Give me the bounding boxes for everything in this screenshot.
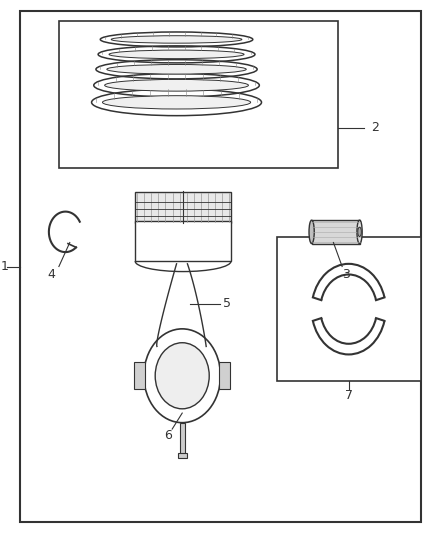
- Ellipse shape: [94, 59, 259, 80]
- Bar: [59, 21, 338, 168]
- Bar: [311, 220, 360, 244]
- Polygon shape: [157, 264, 206, 346]
- Ellipse shape: [105, 79, 248, 91]
- Bar: [277, 237, 420, 381]
- Bar: [135, 192, 231, 223]
- Ellipse shape: [109, 50, 244, 59]
- Bar: [219, 362, 230, 389]
- Bar: [180, 423, 185, 455]
- Bar: [178, 453, 187, 458]
- Ellipse shape: [92, 72, 261, 98]
- Text: 7: 7: [345, 389, 353, 402]
- Ellipse shape: [357, 220, 362, 244]
- Ellipse shape: [107, 64, 246, 74]
- Bar: [135, 221, 231, 261]
- Circle shape: [144, 329, 221, 423]
- Ellipse shape: [358, 227, 361, 237]
- Text: 2: 2: [371, 122, 379, 134]
- Ellipse shape: [309, 220, 314, 244]
- Ellipse shape: [89, 87, 264, 117]
- Ellipse shape: [102, 95, 251, 109]
- Circle shape: [155, 343, 209, 409]
- Text: 1: 1: [0, 260, 8, 273]
- Text: 4: 4: [47, 268, 55, 281]
- Text: 5: 5: [223, 297, 231, 310]
- Bar: [134, 362, 145, 389]
- Ellipse shape: [96, 45, 257, 64]
- Ellipse shape: [98, 30, 255, 48]
- Ellipse shape: [111, 36, 242, 43]
- Text: 3: 3: [343, 268, 350, 281]
- Text: 6: 6: [164, 429, 172, 442]
